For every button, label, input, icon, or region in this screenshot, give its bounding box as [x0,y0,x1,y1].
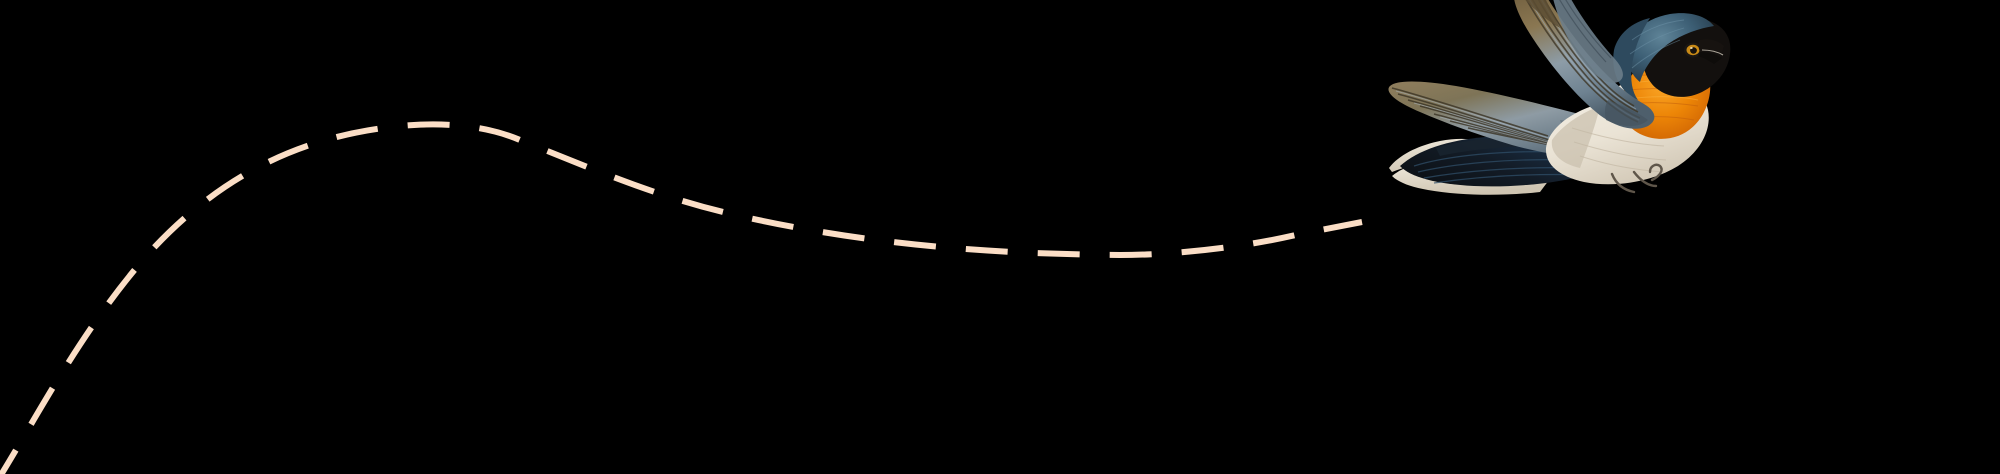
leg-front-icon [1632,170,1658,188]
beak-icon [1698,39,1724,64]
bird-group [1388,0,1731,195]
upper-wing-tip-icon [1525,0,1560,28]
upper-wing-secondary-lines-icon [1559,0,1612,63]
head-nape-icon [1613,18,1650,100]
eye-icon [1684,42,1702,58]
belly-feather-lines-icon [1571,127,1667,173]
bird-head [1613,13,1731,100]
bird-upper-wing-secondary [1553,0,1623,83]
flight-path-group [0,121,1363,474]
leg-rear-icon [1610,172,1636,194]
foot-claw-icon [1648,163,1663,182]
head-texture-icon [1629,19,1685,69]
bird-legs [1610,163,1663,194]
dashed-flight-path-icon [0,121,1363,474]
belly-shadow-icon [1551,106,1600,168]
upper-wing-shoulder-icon [1604,100,1648,126]
